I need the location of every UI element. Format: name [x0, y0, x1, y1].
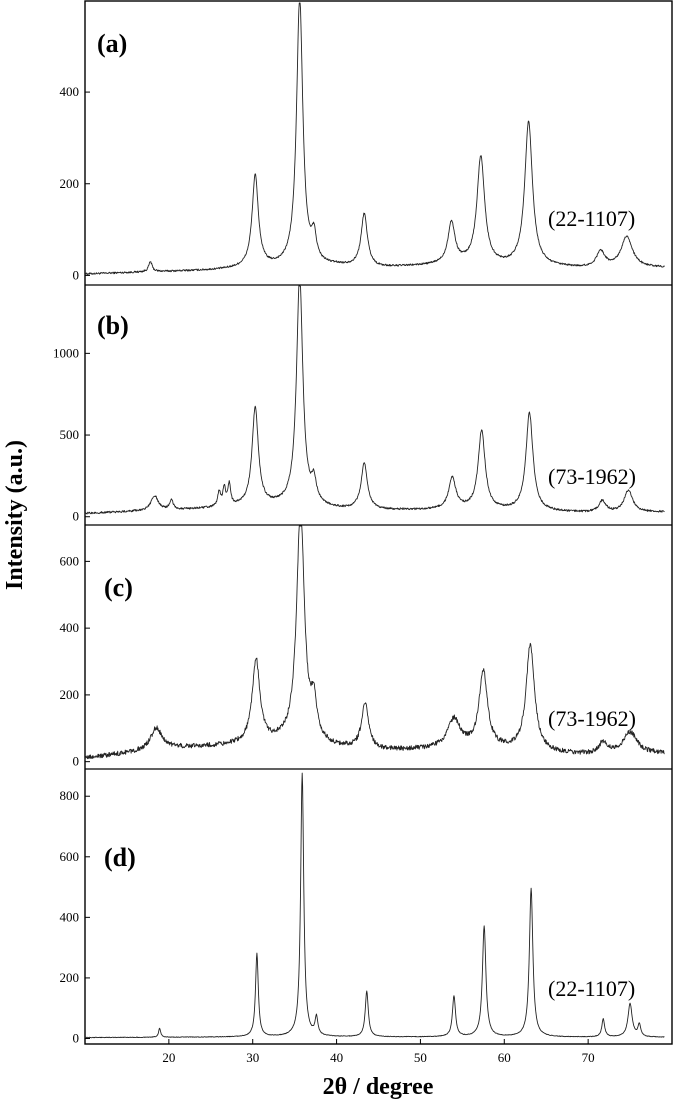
x-axis-tick-label: 20 — [162, 1050, 175, 1065]
panel-b-pattern-line — [84, 285, 665, 515]
x-axis-tick-label: 70 — [582, 1050, 595, 1065]
x-axis-tick-label: 60 — [498, 1050, 511, 1065]
panel-d-ytick-label: 400 — [60, 909, 80, 924]
panel-b-reference-card: (73-1962) — [548, 464, 636, 489]
panel-c-ytick-label: 200 — [60, 687, 80, 702]
panel-a-ytick-label: 200 — [60, 176, 80, 191]
x-axis-ticks: 20 30 40 50 60 70 — [162, 1039, 595, 1065]
panel-b-ticks: 0 500 1000 — [53, 345, 90, 524]
panel-b-ytick-label: 1000 — [53, 345, 79, 360]
panel-c-ytick-label: 600 — [60, 553, 80, 568]
panel-c-pattern-line — [84, 525, 665, 761]
panel-a-ytick-label: 0 — [73, 267, 80, 282]
panel-b-ytick-label: 0 — [73, 509, 80, 524]
x-axis-tick-label: 30 — [246, 1050, 259, 1065]
x-axis-tick-label: 40 — [330, 1050, 343, 1065]
panel-b: 0 500 1000 (b) (73-1962) — [53, 285, 665, 524]
panel-b-label: (b) — [97, 311, 129, 340]
x-axis-tick-label: 50 — [414, 1050, 427, 1065]
plot-frame — [84, 0, 673, 1045]
panel-a-label: (a) — [97, 29, 127, 58]
panel-a-reference-card: (22-1107) — [548, 206, 635, 231]
panel-d-pattern-line — [84, 772, 665, 1039]
panel-a: 0 200 400 (a) (22-1107) — [60, 2, 665, 282]
panel-d: 0 200 400 600 800 (d) (22-1107) — [60, 772, 665, 1045]
panel-a-pattern-line — [84, 2, 665, 276]
panel-a-ytick-label: 400 — [60, 84, 80, 99]
panel-c: 0 200 400 600 (c) (73-1962) — [60, 525, 665, 769]
x-axis-title: 2θ / degree — [323, 1074, 434, 1100]
panel-a-ticks: 0 200 400 — [60, 84, 90, 282]
panel-c-label: (c) — [104, 573, 133, 602]
panel-c-ytick-label: 0 — [73, 754, 80, 769]
panel-c-ticks: 0 200 400 600 — [60, 553, 90, 769]
panel-c-reference-card: (73-1962) — [548, 706, 636, 731]
panel-b-ytick-label: 500 — [60, 427, 80, 442]
panel-d-ytick-label: 600 — [60, 849, 80, 864]
panel-d-ytick-label: 0 — [73, 1030, 80, 1045]
panel-d-ytick-label: 200 — [60, 970, 80, 985]
panel-d-reference-card: (22-1107) — [548, 976, 635, 1001]
y-axis-title: Intensity (a.u.) — [2, 440, 28, 590]
panel-d-ticks: 0 200 400 600 800 — [60, 788, 90, 1045]
panel-d-ytick-label: 800 — [60, 788, 80, 803]
panel-c-ytick-label: 400 — [60, 620, 80, 635]
panel-d-label: (d) — [104, 843, 136, 872]
